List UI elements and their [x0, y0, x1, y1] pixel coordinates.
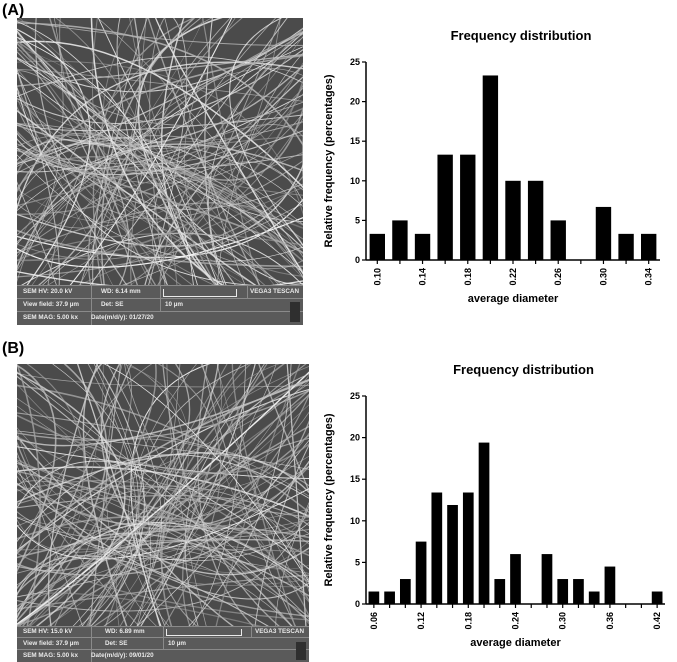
x-tick-label: 0.12	[416, 612, 426, 630]
x-tick-label: 0.18	[463, 612, 473, 630]
histogram-bar	[550, 220, 566, 260]
histogram-bar	[595, 206, 612, 260]
x-tick-label: 0.14	[418, 268, 428, 286]
x-tick-label: 0.22	[508, 268, 518, 286]
histogram-bar	[368, 591, 380, 604]
sem-view-field: View field: 37.9 µm	[23, 640, 80, 647]
x-tick-label: 0.34	[644, 268, 654, 286]
sem-scale: 10 µm	[168, 640, 186, 647]
x-axis-label: average diameter	[468, 293, 559, 305]
sem-date: Date(m/d/y): 09/01/20	[91, 652, 154, 659]
x-tick-label: 0.10	[372, 268, 382, 286]
y-tick-label: 10	[350, 516, 360, 526]
histogram-bar	[641, 233, 657, 260]
sem-det: Det: SE	[101, 301, 124, 308]
sem-infobar-b: SEM HV: 15.0 kV WD: 6.89 mm VEGA3 TESCAN…	[17, 626, 309, 662]
sem-view-field: View field: 37.9 µm	[23, 301, 80, 308]
histogram-bar	[369, 233, 385, 260]
x-axis-label: average diameter	[470, 637, 561, 649]
histogram-bar	[460, 154, 476, 260]
histogram-bar	[414, 233, 431, 260]
histogram-bar	[478, 442, 490, 604]
x-tick-label: 0.36	[605, 612, 615, 630]
histogram-bar	[618, 233, 634, 260]
x-tick-label: 0.24	[511, 612, 521, 630]
x-tick-label: 0.18	[463, 268, 473, 286]
x-tick-label: 0.06	[369, 612, 379, 630]
y-tick-label: 5	[355, 557, 360, 567]
chart-title: Frequency distribution	[453, 362, 594, 377]
sem-hv: SEM HV: 15.0 kV	[23, 628, 73, 635]
sem-date: Date(m/d/y): 01/27/20	[91, 314, 154, 321]
histogram-bar	[482, 75, 499, 260]
x-tick-label: 0.30	[558, 612, 568, 630]
y-tick-label: 20	[350, 433, 360, 443]
sem-brand: VEGA3 TESCAN	[250, 288, 299, 295]
sem-brand: VEGA3 TESCAN	[255, 628, 304, 635]
histogram-bar	[588, 591, 600, 604]
sem-logo	[296, 642, 306, 660]
histogram-bar	[462, 492, 474, 604]
histogram-bar	[541, 554, 553, 604]
y-axis-label: Relative frequency (percentages)	[323, 413, 335, 586]
histogram-bar	[651, 591, 663, 604]
sem-wd: WD: 6.14 mm	[101, 288, 141, 295]
histogram-bar	[510, 554, 521, 604]
sem-mag: SEM MAG: 5.00 kx	[23, 314, 78, 321]
histogram-bar	[392, 220, 408, 260]
sem-image-a: SEM HV: 20.0 kV WD: 6.14 mm VEGA3 TESCAN…	[17, 18, 303, 325]
histogram-bar	[527, 180, 544, 260]
x-tick-label: 0.30	[598, 268, 608, 286]
histogram-bar	[604, 566, 616, 604]
sem-infobar-a: SEM HV: 20.0 kV WD: 6.14 mm VEGA3 TESCAN…	[17, 285, 303, 325]
histogram-bar	[399, 579, 411, 604]
y-tick-label: 15	[350, 136, 360, 146]
sem-logo	[290, 302, 300, 322]
sem-mag: SEM MAG: 5.00 kx	[23, 652, 78, 659]
y-tick-label: 25	[350, 391, 360, 401]
y-tick-label: 0	[355, 599, 360, 609]
scale-bar	[163, 289, 237, 297]
y-tick-label: 0	[355, 255, 360, 265]
histogram-b: Frequency distribution Relative frequency…	[318, 362, 673, 652]
histogram-bar	[557, 579, 569, 604]
panel-label-a: (A)	[2, 2, 25, 19]
panel-label-b: (B)	[2, 340, 25, 357]
sem-det: Det: SE	[105, 640, 128, 647]
sem-scale: 10 µm	[165, 301, 183, 308]
histogram-bar	[505, 180, 521, 260]
y-tick-label: 15	[350, 474, 360, 484]
histogram-bar	[431, 492, 443, 604]
histogram-bar	[573, 579, 584, 604]
y-tick-label: 25	[350, 57, 360, 67]
y-tick-label: 10	[350, 176, 360, 186]
histogram-svg-b: Frequency distribution Relative frequency…	[323, 362, 665, 649]
x-tick-label: 0.42	[652, 612, 662, 630]
histogram-bar	[415, 541, 427, 604]
y-axis-label: Relative frequency (percentages)	[323, 74, 335, 247]
histogram-a: Frequency distribution Relative frequency…	[318, 28, 668, 308]
x-tick-label: 0.26	[553, 268, 563, 286]
sem-image-b: SEM HV: 15.0 kV WD: 6.89 mm VEGA3 TESCAN…	[17, 364, 309, 662]
y-tick-label: 5	[355, 215, 360, 225]
histogram-bar	[384, 591, 395, 604]
sem-hv: SEM HV: 20.0 kV	[23, 288, 73, 295]
histogram-bar	[437, 154, 453, 260]
histogram-bar	[494, 579, 506, 604]
y-tick-label: 20	[350, 97, 360, 107]
chart-title: Frequency distribution	[451, 28, 592, 43]
histogram-bar	[447, 504, 458, 604]
histogram-svg-a: Frequency distribution Relative frequency…	[323, 28, 660, 305]
scale-bar	[166, 629, 242, 636]
sem-wd: WD: 6.89 mm	[105, 628, 145, 635]
